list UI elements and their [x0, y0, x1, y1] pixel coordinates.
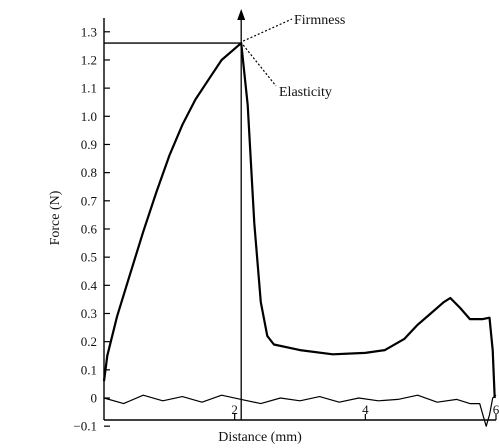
y-tick-label: 0.6	[81, 221, 98, 236]
y-tick-label: 0.1	[81, 362, 97, 377]
y-ticks: −0.1 0 0.1 0.2 0.3 0.4 0.5 0.6 0.7 0.8 0.9 1.0 1.1 1.…	[73, 24, 110, 434]
elasticity-label: Elasticity	[279, 85, 332, 100]
series-group	[102, 41, 497, 427]
y-tick-label: 0.9	[81, 137, 97, 152]
y-tick-label: 0.4	[81, 278, 98, 293]
y-tick-label: 0.7	[81, 193, 98, 208]
firmness-leader-line	[242, 18, 293, 42]
force-curve	[102, 41, 496, 399]
peak-arrowhead	[237, 9, 246, 20]
axes	[103, 18, 496, 421]
y-axis-title: Force (N)	[48, 190, 63, 245]
x-tick-label: 6	[493, 402, 499, 417]
y-tick-label: −0.1	[73, 419, 97, 434]
annotations: Firmness Elasticity	[242, 13, 345, 100]
peak-guides	[104, 9, 246, 420]
y-tick-label: 1.0	[81, 109, 97, 124]
x-ticks: 2 4 6	[231, 402, 499, 420]
x-tick-label: 2	[231, 402, 238, 417]
baseline-curve	[103, 394, 497, 427]
y-tick-label: 0.5	[81, 250, 97, 265]
y-tick-label: 0.8	[81, 165, 97, 180]
y-tick-label: 0.2	[81, 334, 97, 349]
x-tick-label: 4	[362, 402, 369, 417]
elasticity-leader-line	[242, 44, 277, 87]
y-tick-label: 1.3	[81, 24, 97, 39]
y-tick-label: 0.3	[81, 306, 97, 321]
y-tick-label: 0	[91, 391, 98, 406]
y-tick-label: 1.2	[81, 52, 97, 67]
x-axis-title: Distance (mm)	[218, 430, 302, 445]
firmness-label: Firmness	[294, 13, 345, 28]
y-tick-label: 1.1	[81, 81, 97, 96]
